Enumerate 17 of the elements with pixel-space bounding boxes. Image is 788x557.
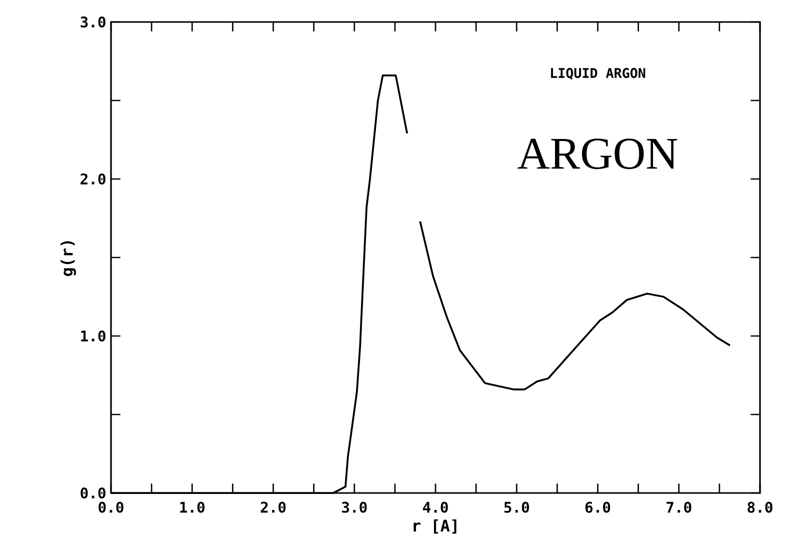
x-tick-label: 0.0 (98, 502, 124, 513)
x-tick-label: 3.0 (342, 502, 367, 513)
y-tick-label: 2.0 (80, 173, 106, 185)
y-tick-label: 1.0 (81, 330, 106, 342)
y-axis-title: g(r) (60, 241, 76, 276)
x-axis-title: r [A] (414, 519, 456, 534)
x-tick-label: 1.0 (180, 502, 204, 513)
x-tick-label: 8.0 (748, 502, 772, 513)
annotation: LIQUID ARGON (551, 68, 646, 80)
x-tick-label: 2.0 (260, 502, 286, 513)
x-tick-label: 4.0 (422, 502, 448, 513)
x-tick-label: 7.0 (666, 502, 692, 513)
annotation: ARGON (518, 138, 678, 170)
y-tick-label: 3.0 (80, 16, 106, 28)
x-tick-label: 6.0 (585, 502, 610, 513)
y-tick-label: 0.0 (80, 487, 106, 499)
x-tick-label: 5.0 (504, 502, 529, 513)
